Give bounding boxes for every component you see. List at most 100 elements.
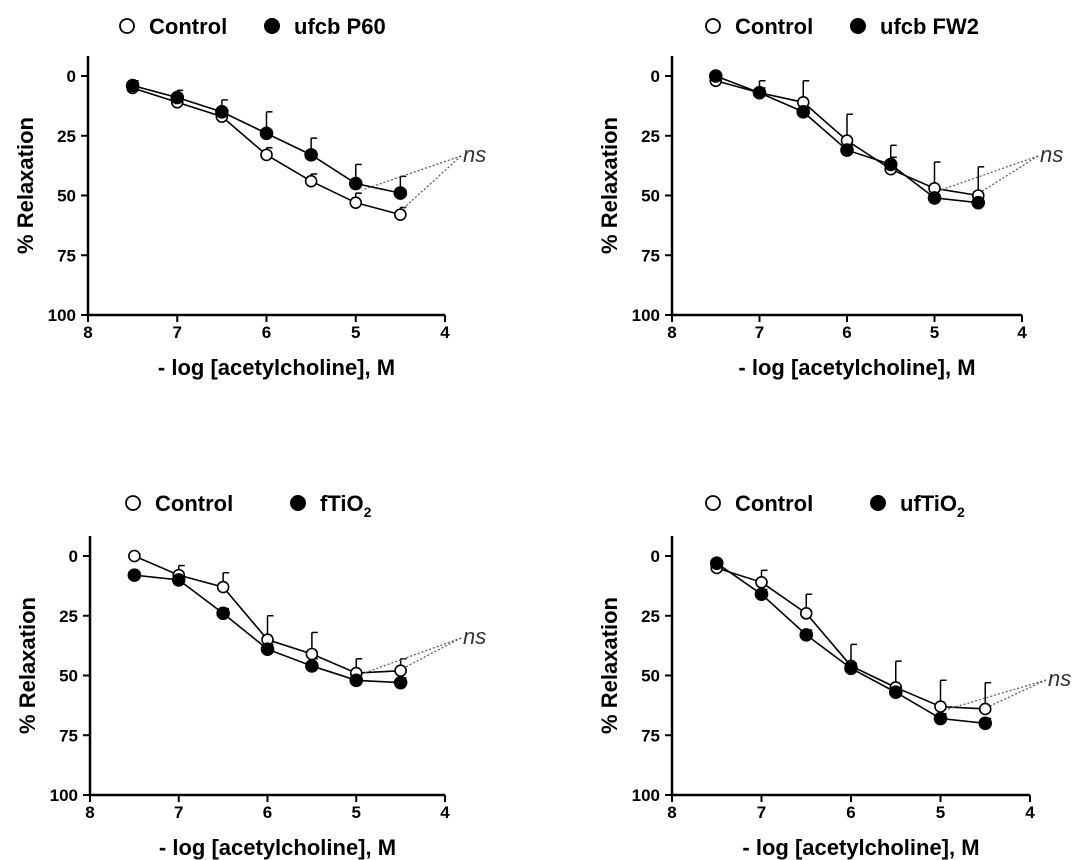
data-point-treatment [216,606,230,621]
y-tick-label: 75 [641,246,660,265]
y-tick-label: 100 [50,786,78,805]
series-line-treatment [716,562,986,725]
x-tick-label: 6 [263,803,272,822]
y-tick-label: 50 [59,667,78,686]
x-tick-label: 6 [262,323,271,342]
x-tick-label: 4 [440,323,450,342]
y-tick-label: 25 [59,607,78,626]
y-axis-title: % Relaxation [15,597,40,734]
y-tick-label: 75 [641,726,660,745]
ns-annotation: ns [1048,666,1071,691]
y-tick-label: 25 [57,127,76,146]
data-point-control [260,148,273,162]
legend-label-control: Control [735,491,813,516]
x-tick-label: 8 [667,803,676,822]
data-point-treatment [844,661,858,676]
data-point-control [934,700,947,713]
data-point-treatment [978,716,993,731]
y-tick-label: 25 [641,607,660,626]
x-tick-label: 7 [757,803,766,822]
legend-label-treatment: ufTiO2 [900,491,965,520]
legend-open-circle-icon [119,18,135,34]
data-point-treatment [883,157,898,172]
data-point-treatment [348,176,363,191]
x-tick-label: 4 [440,803,450,822]
y-tick-label: 100 [632,786,660,805]
ns-annotation: ns [463,142,486,167]
x-tick-label: 8 [667,323,676,342]
y-axis-title: % Relaxation [597,117,622,254]
x-tick-label: 5 [352,803,361,822]
legend-label-control: Control [155,491,233,516]
x-tick-label: 4 [1025,803,1035,822]
data-point-treatment [708,69,723,83]
y-tick-label: 75 [59,726,78,745]
legend-filled-circle-icon [850,18,866,34]
data-point-control [394,664,407,678]
x-axis-title: - log [acetylcholine], M [159,835,396,860]
chart-panel-4: 0 25 50 75 100 8 7 6 5 4 - log [acetylcholine], M%… [597,491,1071,860]
legend-filled-circle-icon [290,495,306,511]
data-point-treatment [799,628,814,642]
data-point-control [304,174,318,188]
x-tick-label: 5 [930,323,939,342]
y-tick-label: 0 [67,67,76,86]
data-point-treatment [170,90,185,105]
y-tick-label: 0 [651,547,660,566]
data-point-treatment [259,126,274,141]
ns-leader-line [940,155,1039,191]
series-line-control [716,567,986,710]
legend-open-circle-icon [125,495,141,511]
data-point-control [349,196,363,209]
data-point-treatment [305,659,319,673]
data-point-control [978,702,992,716]
y-tick-label: 100 [48,306,76,325]
data-point-treatment [840,143,854,157]
data-point-treatment [933,711,948,726]
data-point-treatment [796,105,811,119]
x-tick-label: 8 [85,803,94,822]
legend-label-treatment: fTiO2 [320,491,372,520]
data-point-treatment [125,78,140,93]
y-tick-label: 50 [641,187,660,206]
legend-filled-circle-icon [870,495,886,511]
ns-annotation: ns [1040,142,1063,167]
ns-annotation: ns [463,624,486,649]
data-point-treatment [927,191,942,205]
x-tick-label: 4 [1017,323,1027,342]
data-point-control [394,208,407,221]
legend-label-treatment: ufcb FW2 [880,14,979,39]
data-point-treatment [127,568,142,582]
legend-label-control: Control [149,14,227,39]
ns-leader-line [362,637,462,675]
data-point-treatment [260,642,275,657]
chart-panel-2: 0 25 50 75 100 8 7 6 5 4 - log [acetylcholine], M%… [597,14,1063,380]
y-tick-label: 0 [651,67,660,86]
data-point-control [305,647,319,661]
data-point-control [128,549,141,563]
legend-open-circle-icon [705,18,721,34]
y-tick-label: 0 [69,547,78,566]
data-point-control [216,580,230,594]
legend-filled-circle-icon [264,18,280,34]
y-axis-title: % Relaxation [597,597,622,734]
legend-label-control: Control [735,14,813,39]
data-point-control [755,575,768,589]
data-point-treatment [393,675,408,690]
x-tick-label: 7 [173,323,182,342]
x-axis-title: - log [acetylcholine], M [742,835,979,860]
x-tick-label: 8 [83,323,92,342]
data-point-treatment [171,573,186,587]
ns-leader-line [361,155,462,191]
data-point-treatment [754,587,769,602]
chart-panel-3: 0 25 50 75 100 8 7 6 5 4 - log [acetylcholine], M%… [15,491,486,860]
legend-label-treatment: ufcb P60 [294,14,386,39]
data-point-control [799,607,813,620]
data-point-treatment [971,195,986,210]
data-point-treatment [709,556,724,570]
data-point-treatment [215,105,229,119]
ns-leader-line [394,637,462,674]
x-tick-label: 5 [351,323,360,342]
ns-leader-line [393,155,462,218]
